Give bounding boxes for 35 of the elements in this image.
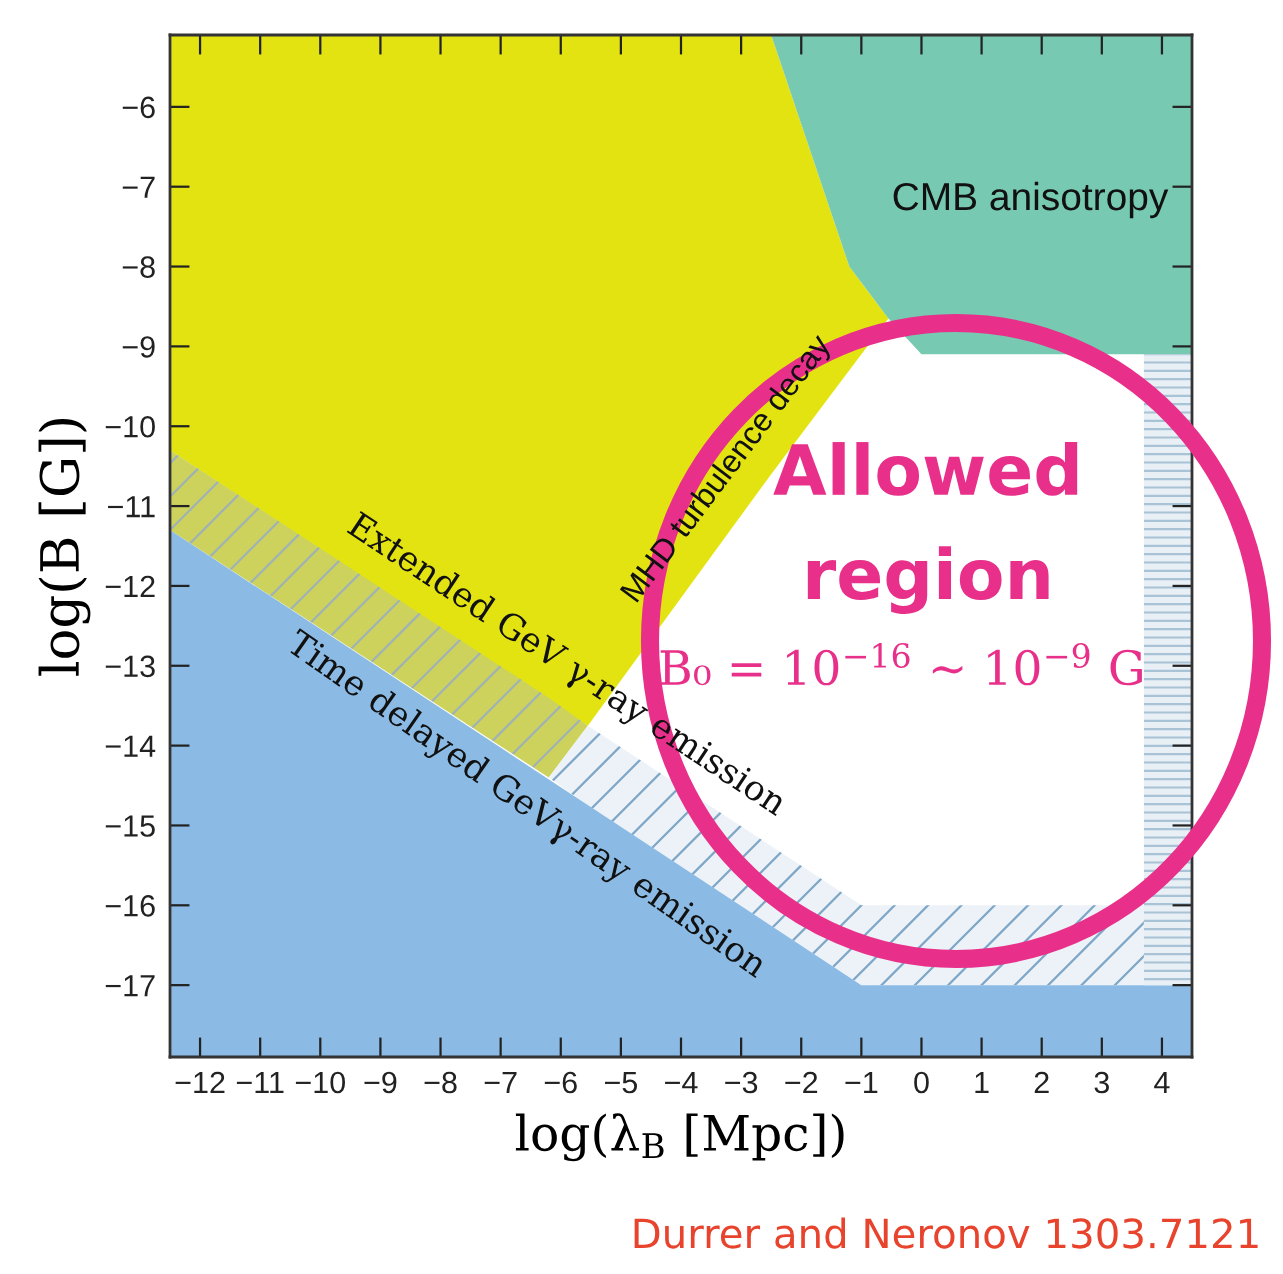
x-tick-label: −4: [665, 1072, 698, 1094]
y-tick-label: −13: [105, 655, 155, 678]
y-tick-label: −11: [108, 496, 155, 518]
x-tick-label: −11: [236, 1072, 284, 1094]
y-axis-title: log(B [G]): [38, 418, 91, 676]
x-tick-label: −1: [845, 1072, 878, 1094]
x-tick-label: 4: [1154, 1072, 1170, 1094]
annotation: B₀ = 10$^{−16}$ ∼ 10$^{−9}$ G: [660, 643, 1142, 686]
x-tick-label: 3: [1094, 1071, 1109, 1094]
y-tick-label: −16: [105, 895, 155, 917]
y-tick-label: −10: [105, 415, 155, 438]
x-tick-label: −3: [725, 1071, 758, 1094]
x-tick-label: 2: [1034, 1071, 1049, 1094]
y-tick-label: −7: [122, 176, 155, 198]
annotation: Allowed region: [773, 442, 1078, 614]
y-tick-label: −8: [122, 256, 155, 278]
x-tick-label: −12: [175, 1071, 225, 1094]
x-tick-label: −7: [484, 1072, 517, 1094]
y-tick-label: −9: [122, 336, 155, 358]
x-tick-label: −9: [364, 1071, 397, 1094]
annotation: CMB anisotropy: [893, 181, 1169, 219]
y-tick-label: −14: [105, 735, 156, 757]
y-tick-label: −17: [105, 975, 155, 997]
y-tick-label: −15: [105, 815, 155, 837]
x-axis-title: log(λ$_{B}$ [Mpc]): [515, 1113, 844, 1162]
x-tick-label: −6: [544, 1071, 577, 1094]
y-tick-label: −6: [122, 96, 155, 119]
x-tick-label: −2: [785, 1071, 818, 1094]
text: Durrer and Neronov 1303.7121: [634, 1217, 1258, 1249]
x-tick-label: 0: [914, 1071, 929, 1094]
x-tick-label: −8: [424, 1071, 457, 1094]
x-tick-label: −5: [604, 1072, 638, 1094]
y-tick-label: −12: [105, 575, 155, 597]
x-tick-label: −10: [295, 1071, 346, 1094]
x-tick-label: 1: [975, 1072, 989, 1094]
